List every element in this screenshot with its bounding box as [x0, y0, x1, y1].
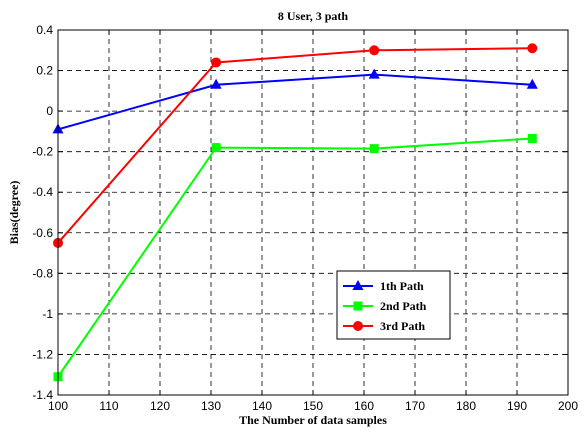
legend-label: 3rd Path	[380, 319, 425, 333]
y-tick-label: 0	[46, 104, 53, 118]
series-3	[53, 43, 538, 248]
data-point	[368, 68, 380, 79]
x-tick-label: 200	[558, 399, 578, 413]
legend-entry: 3rd Path	[343, 319, 425, 333]
data-point	[526, 78, 538, 89]
grid	[58, 30, 568, 395]
y-tick-label: -0.8	[32, 266, 53, 280]
y-tick-label: 0.4	[36, 23, 53, 37]
legend-label: 2nd Path	[380, 299, 427, 313]
series-layer	[52, 43, 538, 382]
data-point	[369, 45, 380, 56]
x-tick-label: 140	[252, 399, 272, 413]
y-tick-label: 0.2	[36, 64, 53, 78]
chart-title: 8 User, 3 path	[278, 9, 349, 23]
legend-entry: 2nd Path	[343, 299, 427, 313]
legend-marker	[353, 301, 363, 311]
series-line	[57, 73, 533, 131]
series-1	[52, 68, 538, 134]
legend-marker	[352, 280, 364, 290]
legend-marker	[353, 321, 363, 331]
legend-label: 1th Path	[380, 279, 424, 293]
x-axis-label: The Number of data samples	[239, 413, 387, 427]
legend-entry: 1th Path	[343, 279, 424, 293]
x-tick-label: 170	[405, 399, 425, 413]
data-point	[527, 133, 537, 143]
series-2	[53, 133, 537, 382]
y-axis-label: Bias(degree)	[7, 181, 21, 245]
data-point	[369, 144, 379, 154]
data-point	[527, 43, 538, 54]
data-point	[211, 57, 222, 68]
x-tick-label: 190	[507, 399, 527, 413]
y-tick-label: -0.4	[32, 185, 53, 199]
x-tick-label: 100	[48, 399, 68, 413]
x-tick-label: 180	[456, 399, 476, 413]
y-tick-label: -1	[42, 307, 53, 321]
x-tick-label: 150	[303, 399, 323, 413]
series-line	[57, 47, 533, 244]
y-tick-label: -0.6	[32, 226, 53, 240]
data-point	[210, 78, 222, 89]
y-tick-label: -0.2	[32, 145, 53, 159]
y-tick-label: -1.4	[32, 388, 53, 402]
legend: 1th Path 2nd Path 3rd Path	[336, 270, 451, 340]
y-tick-label: -1.2	[32, 347, 53, 361]
x-tick-label: 110	[99, 399, 118, 413]
series-line	[57, 137, 533, 378]
data-point	[211, 143, 221, 153]
x-tick-label: 130	[201, 399, 221, 413]
ticks: 100 110 120 130 140 150 160 170 180 190 200 -1.4 -1.…	[32, 23, 578, 413]
x-tick-label: 160	[354, 399, 374, 413]
x-tick-label: 120	[150, 399, 170, 413]
